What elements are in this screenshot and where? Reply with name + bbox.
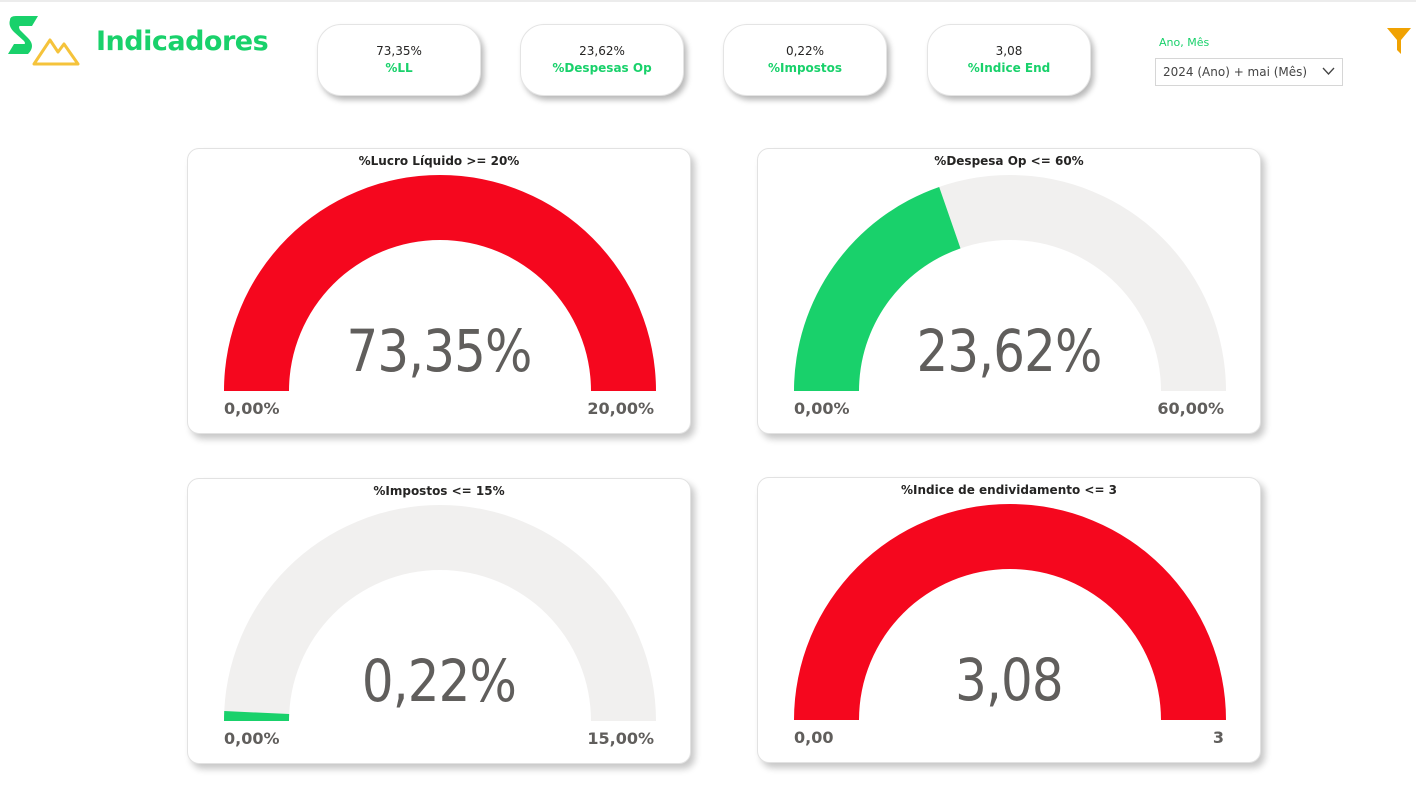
gauge-chart [224, 505, 656, 721]
gauge-value: 0,22% [361, 647, 517, 715]
gauge-chart [224, 175, 656, 391]
kpi-value: 0,22% [785, 44, 825, 58]
gauge-card-impostos: %Impostos <= 15% 0,22% 0,00% 15,00% [187, 478, 691, 764]
top-border [0, 0, 1416, 2]
gauge-max-label: 3 [1212, 728, 1224, 747]
gauge-min-label: 0,00% [224, 729, 280, 748]
gauge-max-label: 60,00% [1157, 399, 1224, 418]
gauge-max-label: 15,00% [587, 729, 654, 748]
gauge-card-indice-endividamento: %Indice de endividamento <= 3 3,08 0,00 … [757, 477, 1261, 763]
gauge-fill [794, 504, 1226, 720]
gauge-value: 23,62% [916, 317, 1102, 385]
kpi-value: 3,08 [995, 44, 1023, 58]
gauge-fill [794, 186, 961, 391]
kpi-card-ll: 73,35% %LL [317, 24, 481, 96]
gauge-value: 3,08 [955, 646, 1063, 714]
kpi-label: %Despesas Op [552, 61, 652, 75]
kpi-label: %Indice End [967, 61, 1051, 75]
kpi-card-indice-end: 3,08 %Indice End [927, 24, 1091, 96]
gauge-min-label: 0,00% [224, 399, 280, 418]
gauge-title: %Despesa Op <= 60% [934, 154, 1084, 168]
logo-icon [8, 16, 80, 66]
kpi-label: %Impostos [767, 61, 843, 75]
gauge-title: %Lucro Líquido >= 20% [358, 154, 520, 168]
kpi-value: 23,62% [579, 44, 625, 58]
slicer-selected-value: 2024 (Ano) + mai (Mês) [1163, 65, 1308, 79]
page-title: Indicadores [96, 26, 269, 57]
gauge-title: %Impostos <= 15% [373, 484, 505, 498]
date-slicer-dropdown[interactable]: 2024 (Ano) + mai (Mês) [1155, 58, 1343, 86]
slicer-title: Ano, Mês [1159, 36, 1210, 49]
gauge-title: %Indice de endividamento <= 3 [900, 483, 1118, 497]
gauge-value: 73,35% [346, 317, 532, 385]
gauge-min-label: 0,00 [794, 728, 834, 747]
gauge-card-lucro-liquido: %Lucro Líquido >= 20% 73,35% 0,00% 20,00… [187, 148, 691, 434]
kpi-card-impostos: 0,22% %Impostos [723, 24, 887, 96]
gauge-fill [224, 175, 656, 391]
gauge-card-despesa-op: %Despesa Op <= 60% 23,62% 0,00% 60,00% [757, 148, 1261, 434]
gauge-min-label: 0,00% [794, 399, 850, 418]
filter-icon[interactable] [1386, 26, 1412, 56]
chevron-down-icon [1322, 67, 1335, 75]
kpi-card-despesas-op: 23,62% %Despesas Op [520, 24, 684, 96]
gauge-chart [794, 175, 1226, 391]
gauge-fill [224, 711, 290, 721]
kpi-label: %LL [385, 61, 413, 75]
gauge-max-label: 20,00% [587, 399, 654, 418]
gauge-chart [794, 504, 1226, 720]
gauge-track [224, 505, 656, 721]
kpi-value: 73,35% [376, 44, 422, 58]
